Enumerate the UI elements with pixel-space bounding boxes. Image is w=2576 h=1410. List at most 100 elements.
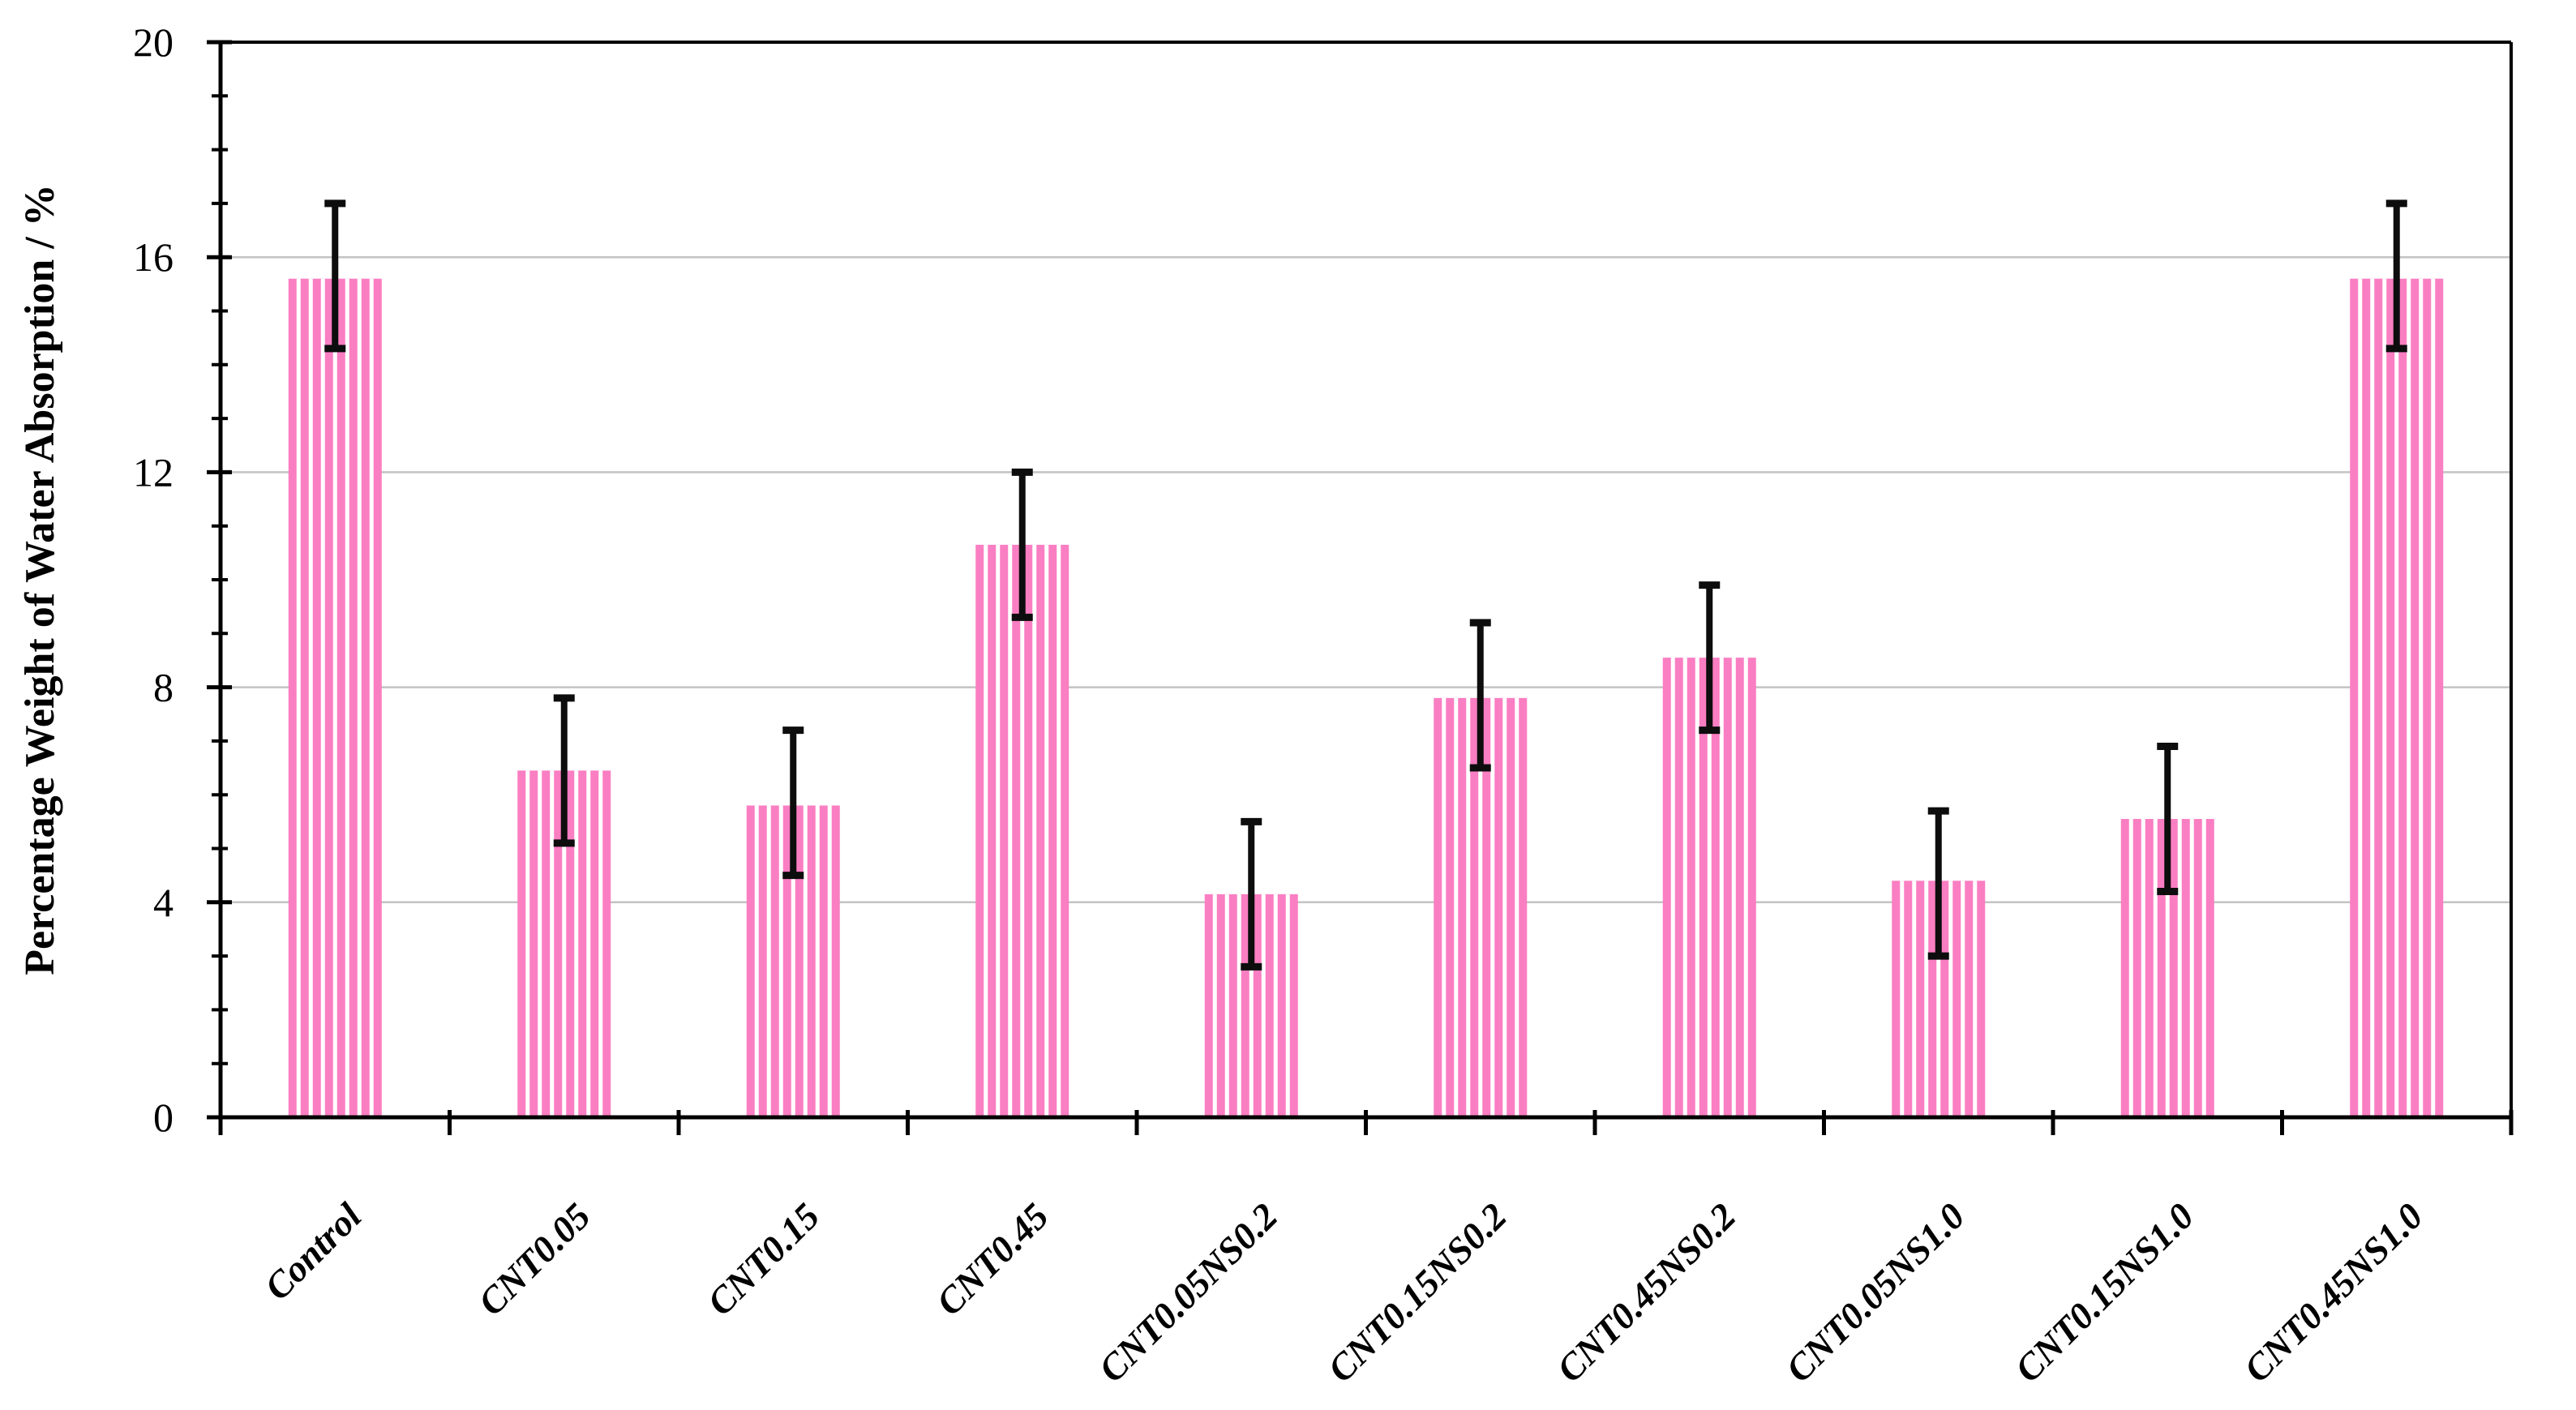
x-category-label: CNT0.15NS0.2	[1320, 1195, 1515, 1390]
bar-hatch-stripe	[1900, 881, 1905, 1117]
bar-hatch-stripe	[1719, 658, 1724, 1117]
label-layer: 0 4 8 12 16 20 Control CNT0.05 CNT0.15 CNT0.45 CNT…	[133, 19, 2431, 1390]
bar-hatch-stripe	[766, 805, 771, 1117]
error-bar	[553, 694, 575, 847]
bar-hatch-stripe	[562, 770, 567, 1117]
bar-hatch-stripe	[1273, 894, 1278, 1117]
x-category-label: CNT0.15	[699, 1195, 827, 1323]
bar-hatch-stripe	[1478, 697, 1483, 1117]
bar-hatch-stripe	[2358, 278, 2363, 1118]
y-tick-label: 16	[133, 234, 174, 280]
x-category-label: CNT0.45	[928, 1195, 1057, 1323]
bar-hatch-stripe	[538, 770, 542, 1117]
bar-hatch-stripe	[2165, 819, 2170, 1117]
bar-hatch-stripe	[550, 770, 555, 1117]
bar-hatch-stripe	[598, 770, 603, 1117]
error-bar	[1469, 619, 1491, 772]
bar-hatch-stripe	[525, 770, 530, 1117]
bar-hatch-stripe	[1212, 894, 1217, 1117]
bar-hatch-stripe	[1743, 658, 1748, 1117]
bar-hatch-stripe	[1961, 881, 1965, 1117]
bar-hatch-stripe	[778, 805, 783, 1117]
bar-hatch-stripe	[2201, 819, 2206, 1117]
bar-hatch-stripe	[1912, 881, 1917, 1117]
bar-hatch-stripe	[2407, 278, 2411, 1118]
bar-hatch-stripe	[1502, 697, 1507, 1117]
bar-hatch-stripe	[754, 805, 759, 1117]
x-category-label: CNT0.05	[470, 1195, 598, 1323]
bar-hatch-stripe	[1490, 697, 1495, 1117]
bar-hatch-stripe	[1020, 544, 1025, 1117]
error-bar	[324, 199, 346, 353]
y-tick-label: 12	[133, 449, 174, 495]
y-axis-title: Percentage Weight of Water Absorption / …	[17, 184, 63, 975]
bar-hatch-stripe	[296, 278, 301, 1118]
bar-hatch-stripe	[1008, 544, 1013, 1117]
error-bar	[1011, 468, 1033, 621]
bar-hatch-stripe	[984, 544, 988, 1117]
x-category-label: Control	[256, 1195, 369, 1308]
bar-hatch-stripe	[369, 278, 374, 1118]
y-tick-label: 20	[133, 19, 174, 65]
bar-hatch-stripe	[791, 805, 795, 1117]
bar-hatch-stripe	[1032, 544, 1037, 1117]
error-bar	[782, 726, 804, 880]
bar-hatch-stripe	[803, 805, 808, 1117]
bar-hatch-stripe	[1442, 697, 1447, 1117]
axis-layer	[207, 40, 2514, 1135]
bar-hatch-stripe	[996, 544, 1001, 1117]
bar-hatch-stripe	[1515, 697, 1519, 1117]
bar-hatch-stripe	[1948, 881, 1953, 1117]
bar-hatch-stripe	[1261, 894, 1266, 1117]
bar-hatch-stripe	[1670, 658, 1675, 1117]
bar-hatch-stripe	[2177, 819, 2182, 1117]
bar-hatch-stripe	[2370, 278, 2375, 1118]
bar-hatch-stripe	[1707, 658, 1712, 1117]
bar-hatch-stripe	[1682, 658, 1687, 1117]
bar-hatch-stripe	[1466, 697, 1471, 1117]
bar-hatch-stripe	[1224, 894, 1229, 1117]
bar-hatch-stripe	[345, 278, 349, 1118]
y-tick-label: 0	[153, 1095, 174, 1140]
bar-hatch-stripe	[1936, 881, 1941, 1117]
bar-hatch-stripe	[574, 770, 579, 1117]
error-bar	[1699, 581, 1721, 735]
bar-hatch-stripe	[1237, 894, 1241, 1117]
y-tick-label: 8	[153, 665, 174, 710]
error-bar	[1241, 817, 1262, 971]
bar-hatch-stripe	[2141, 819, 2145, 1117]
bar-hatch-stripe	[586, 770, 591, 1117]
bar-hatch-stripe	[1695, 658, 1699, 1117]
error-bar	[2385, 199, 2407, 353]
error-bar	[2157, 743, 2179, 896]
bar-hatch-stripe	[1057, 544, 1061, 1117]
bar-hatch-stripe	[320, 278, 325, 1118]
bar-hatch-stripe	[2419, 278, 2424, 1118]
bar-hatch-stripe	[2128, 819, 2133, 1117]
error-bar	[1927, 807, 1949, 960]
x-category-label: CNT0.15NS1.0	[2007, 1195, 2201, 1390]
bar-hatch-stripe	[2153, 819, 2158, 1117]
bar-hatch-stripe	[1924, 881, 1929, 1117]
bar-hatch-stripe	[357, 278, 362, 1118]
bar-hatch-stripe	[815, 805, 820, 1117]
bar-hatch-stripe	[827, 805, 832, 1117]
bar-hatch-stripe	[1285, 894, 1290, 1117]
bar-hatch-stripe	[308, 278, 313, 1118]
x-category-label: CNT0.05NS1.0	[1778, 1195, 1973, 1390]
y-tick-label: 4	[153, 880, 174, 925]
error-bar-layer	[324, 199, 2407, 971]
bar-hatch-stripe	[1249, 894, 1254, 1117]
x-category-label: CNT0.05NS0.2	[1091, 1195, 1285, 1390]
bar-hatch-stripe	[2189, 819, 2194, 1117]
bar-hatch-stripe	[1973, 881, 1978, 1117]
bar-hatch-stripe	[2394, 278, 2399, 1118]
bar-hatch-stripe	[1454, 697, 1459, 1117]
bar-hatch-stripe	[2382, 278, 2387, 1118]
bar-hatch-stripe	[1731, 658, 1736, 1117]
bar-hatch-stripe	[332, 278, 337, 1118]
bar-hatch-stripe	[1044, 544, 1049, 1117]
bar-hatch-stripe	[2431, 278, 2436, 1118]
